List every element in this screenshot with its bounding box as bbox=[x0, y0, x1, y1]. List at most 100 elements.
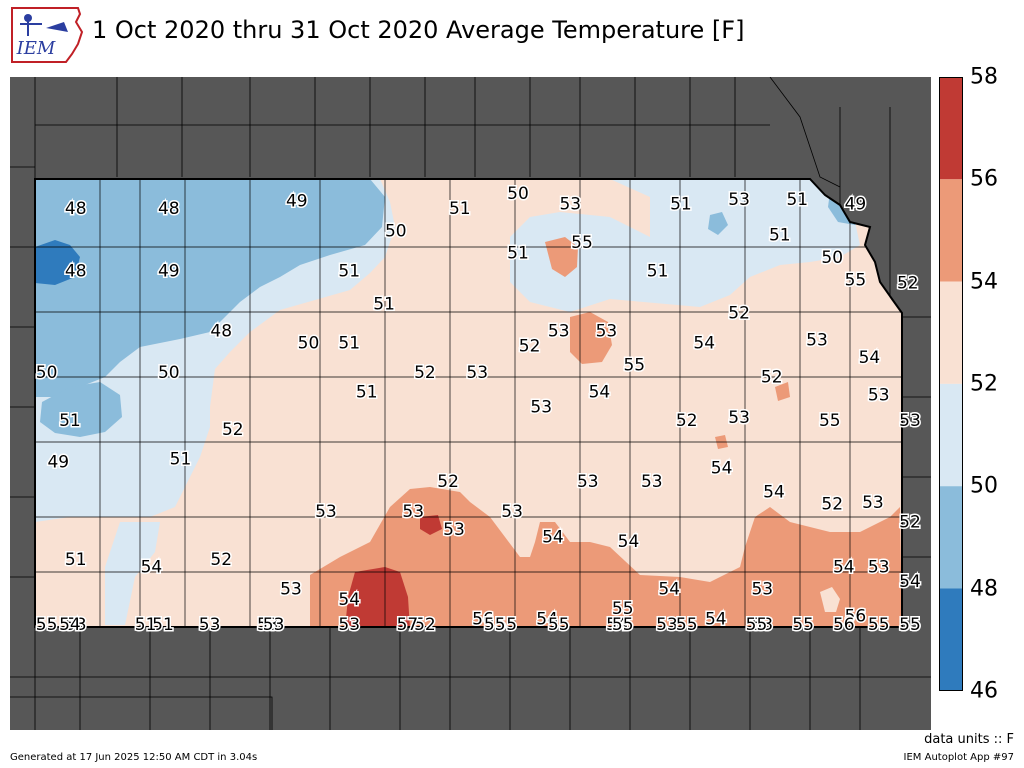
station-value-label: 52 bbox=[761, 368, 783, 388]
station-value-label: 51 bbox=[449, 199, 471, 219]
station-value-label: 55 bbox=[792, 615, 814, 635]
station-value-label: 54 bbox=[658, 580, 680, 600]
station-value-label: 50 bbox=[385, 221, 407, 241]
station-value-label: 54 bbox=[141, 557, 163, 577]
generated-timestamp: Generated at 17 Jun 2025 12:50 AM CDT in… bbox=[10, 752, 258, 763]
station-value-label: 53 bbox=[728, 190, 750, 210]
station-value-label: 50 bbox=[158, 363, 180, 383]
station-value-label: 55 bbox=[484, 615, 506, 635]
station-value-label: 53 bbox=[466, 363, 488, 383]
station-value-label: 52 bbox=[437, 472, 459, 492]
station-value-label: 51 bbox=[65, 550, 87, 570]
station-value-label: 56 bbox=[845, 607, 867, 627]
station-value-label: 53 bbox=[862, 493, 884, 513]
station-value-label: 51 bbox=[647, 262, 669, 282]
station-value-label: 53 bbox=[559, 194, 581, 214]
station-value-label: 49 bbox=[47, 453, 69, 473]
station-value-label: 55 bbox=[571, 233, 593, 253]
station-value-label: 52 bbox=[210, 550, 232, 570]
station-value-label: 51 bbox=[670, 194, 692, 214]
colorbar-band-56-58 bbox=[939, 77, 963, 180]
station-value-label: 53 bbox=[868, 386, 890, 406]
station-value-label: 53 bbox=[257, 615, 279, 635]
station-value-label: 54 bbox=[589, 383, 611, 403]
station-value-label: 56 bbox=[472, 610, 494, 630]
station-value-label: 55 bbox=[845, 271, 867, 291]
station-value-label: 55 bbox=[612, 599, 634, 619]
station-value-label: 53 bbox=[65, 615, 87, 635]
station-value-label: 55 bbox=[612, 615, 634, 635]
station-value-label: 52 bbox=[414, 363, 436, 383]
colorbar-band-52-54 bbox=[939, 281, 963, 384]
page-title: 1 Oct 2020 thru 31 Oct 2020 Average Temp… bbox=[92, 16, 745, 44]
station-value-label: 49 bbox=[286, 191, 308, 211]
station-value-label: 53 bbox=[280, 580, 302, 600]
station-value-label: 54 bbox=[705, 610, 727, 630]
neighbor-county-lines bbox=[10, 76, 931, 730]
station-value-label: 54 bbox=[618, 532, 640, 552]
temperature-map: 48 48 49 51 50 53 51 53 51 49 50 55 51 51 50 48 49 51 51 55… bbox=[10, 76, 931, 730]
station-value-label: 51 bbox=[507, 244, 529, 264]
station-value-label: 54 bbox=[606, 615, 628, 635]
station-value-label: 55 bbox=[819, 411, 841, 431]
station-value-label: 55 bbox=[676, 615, 698, 635]
station-value-label: 51 bbox=[152, 615, 174, 635]
colorbar-tick-48: 48 bbox=[970, 576, 998, 602]
station-value-label: 54 bbox=[711, 459, 733, 479]
station-value-label: 53 bbox=[199, 615, 221, 635]
station-value-label: 53 bbox=[338, 615, 360, 635]
colorbar-tick-52: 52 bbox=[970, 371, 998, 397]
colorbar-band-48-50 bbox=[939, 486, 963, 589]
station-value-label: 53 bbox=[751, 615, 773, 635]
station-value-label: 53 bbox=[728, 408, 750, 428]
station-value-label: 52 bbox=[897, 274, 919, 294]
station-value-label: 54 bbox=[536, 610, 558, 630]
colorbar-tick-58: 58 bbox=[970, 64, 998, 90]
station-value-label: 51 bbox=[769, 226, 791, 246]
app-label: IEM Autoplot App #97 bbox=[903, 752, 1014, 763]
station-value-label: 53 bbox=[577, 472, 599, 492]
station-value-label: 53 bbox=[806, 330, 828, 350]
station-value-label: 55 bbox=[36, 615, 58, 635]
station-value-label: 50 bbox=[821, 248, 843, 268]
station-value-label: 49 bbox=[845, 194, 867, 214]
station-value-label: 52 bbox=[899, 513, 921, 533]
station-value-label: 55 bbox=[868, 615, 890, 635]
station-value-label: 51 bbox=[59, 411, 81, 431]
station-value-label: 53 bbox=[596, 321, 618, 341]
data-units-label: data units :: F bbox=[924, 732, 1014, 747]
colorbar-band-50-52 bbox=[939, 383, 963, 487]
station-value-label: 54 bbox=[859, 348, 881, 368]
station-value-label: 55 bbox=[623, 356, 645, 376]
colorbar-tick-56: 56 bbox=[970, 166, 998, 192]
station-value-label: 55 bbox=[746, 615, 768, 635]
station-value-label: 53 bbox=[548, 321, 570, 341]
station-value-label: 54 bbox=[693, 333, 715, 353]
station-value-label: 53 bbox=[315, 502, 337, 522]
station-value-label: 53 bbox=[656, 615, 678, 635]
station-value-label: 56 bbox=[833, 615, 855, 635]
station-value-label: 53 bbox=[530, 398, 552, 418]
station-value-label: 53 bbox=[641, 472, 663, 492]
station-value-label: 53 bbox=[263, 615, 285, 635]
station-value-label: 52 bbox=[414, 615, 436, 635]
station-value-label: 48 bbox=[65, 262, 87, 282]
station-value-label: 53 bbox=[751, 580, 773, 600]
colorbar-tick-46: 46 bbox=[970, 678, 998, 704]
station-value-label: 57 bbox=[397, 615, 419, 635]
logo-text: IEM bbox=[16, 38, 56, 59]
station-value-label: 52 bbox=[519, 336, 541, 356]
station-value-label: 55 bbox=[899, 615, 921, 635]
station-value-label: 54 bbox=[542, 527, 564, 547]
station-value-label: 49 bbox=[158, 262, 180, 282]
station-value-label: 52 bbox=[676, 411, 698, 431]
station-value-label: 55 bbox=[899, 615, 921, 635]
station-value-label: 54 bbox=[899, 572, 921, 592]
station-value-label: 53 bbox=[868, 557, 890, 577]
station-value-label: 51 bbox=[170, 450, 192, 470]
station-value-label: 54 bbox=[833, 557, 855, 577]
station-value-label: 51 bbox=[786, 190, 808, 210]
station-value-label: 53 bbox=[899, 411, 921, 431]
kansas-county-lines bbox=[35, 179, 902, 627]
